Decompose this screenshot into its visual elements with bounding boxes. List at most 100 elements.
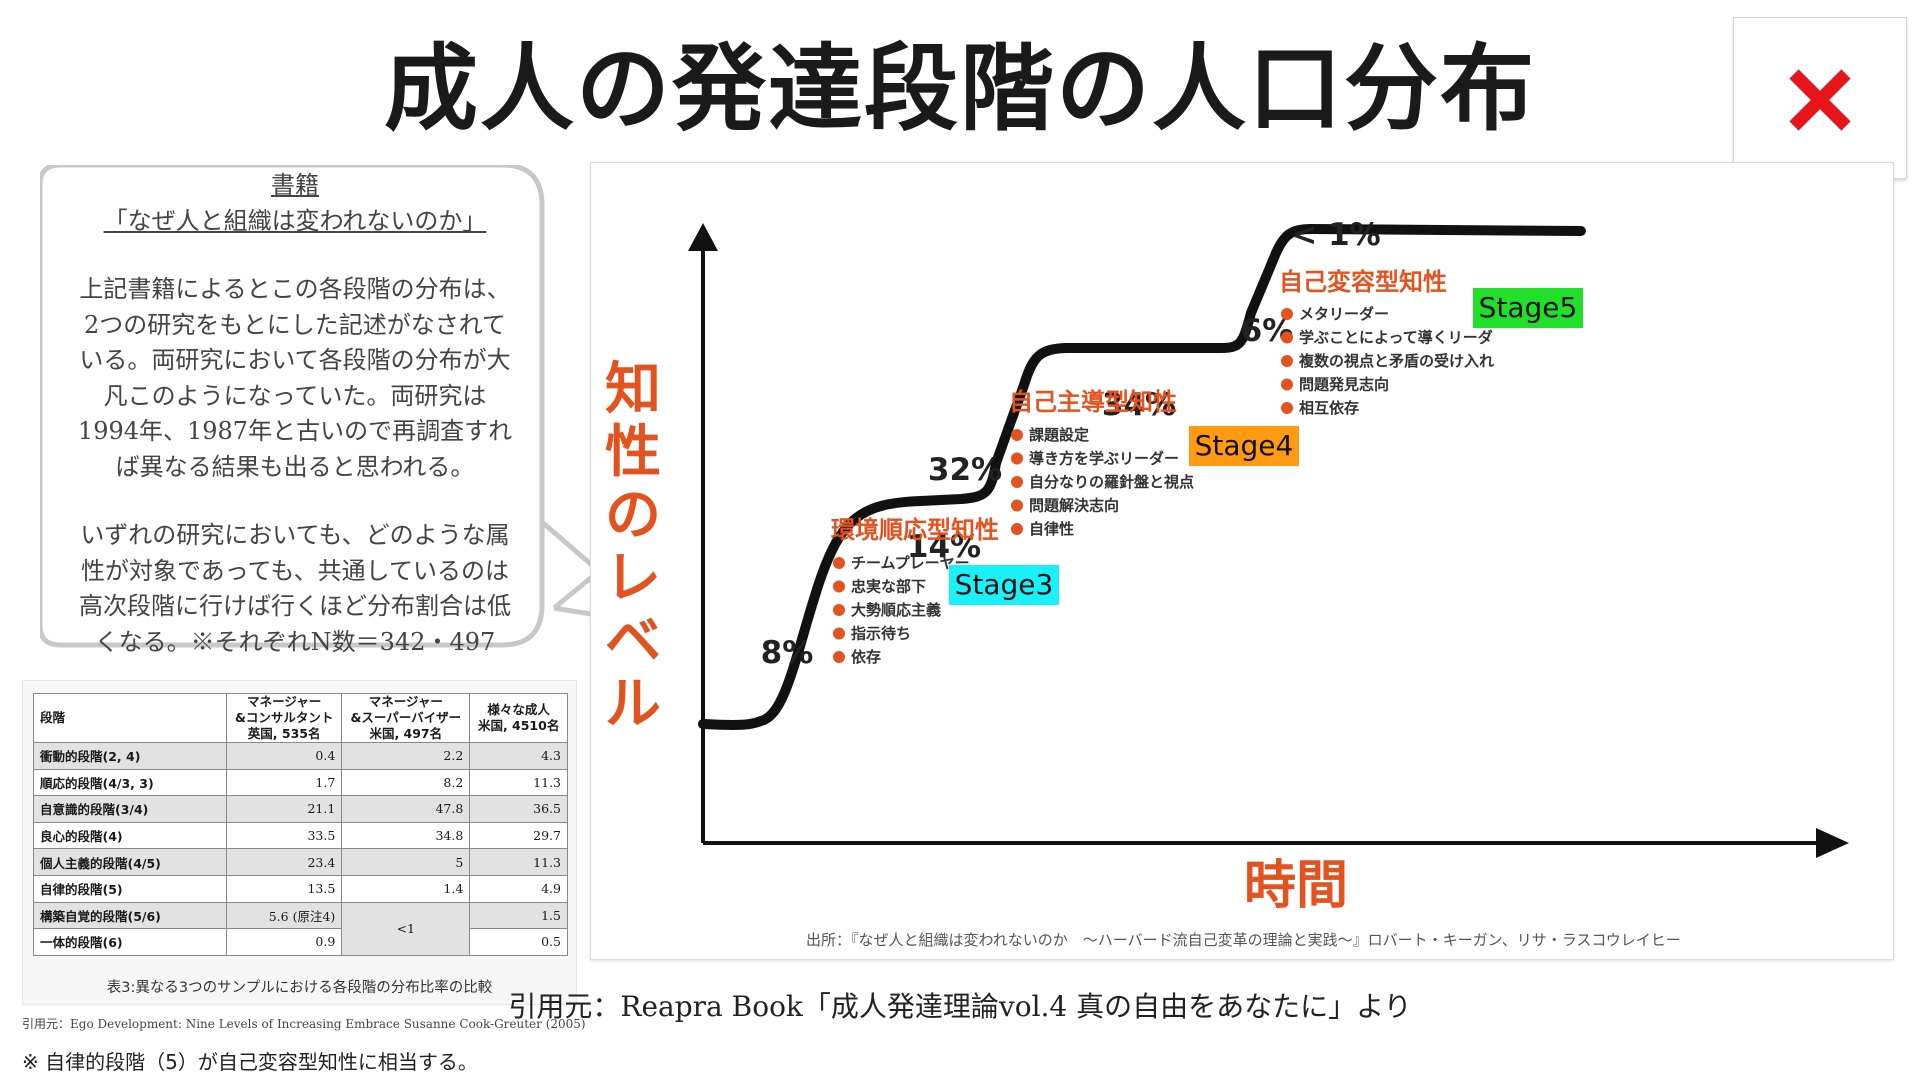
table-cell-us-adults: 1.5 (469, 901, 568, 930)
table-cell-us-adults: 4.9 (469, 874, 568, 903)
stage-item: 課題設定 (1029, 426, 1089, 444)
bullet-icon (833, 580, 845, 593)
percent-label: 32% (928, 452, 1002, 488)
y-axis-arrow (688, 223, 718, 251)
stage-item: 問題発見志向 (1299, 376, 1389, 394)
bubble-para1-line: 1994年、1987年と古いので再調査すれ (77, 417, 513, 445)
stage-badge-label: Stage3 (955, 568, 1054, 601)
stage-curve (698, 223, 1586, 730)
y-axis-label-char: ル (605, 672, 661, 737)
bubble-para2-line: 高次段階に行けば行くほど分布割合は低 (79, 592, 511, 620)
bullet-icon (1011, 452, 1023, 465)
x-axis-label: 時間 (1244, 856, 1348, 916)
table-cell-stage: 自律的段階(5) (33, 874, 227, 903)
table-cell-us-managers: 1.4 (341, 874, 471, 903)
y-axis-label-char: レ (605, 546, 661, 611)
stage-item: メタリーダー (1299, 305, 1389, 323)
table-row: 順応的段階(4/3, 3) 1.7 8.2 11.3 (33, 768, 568, 797)
stage-item: 自律性 (1029, 520, 1074, 538)
table-cell-uk: 13.5 (225, 874, 343, 903)
percent-label: 14% (907, 529, 981, 565)
table-cell-us-adults: 36.5 (469, 795, 568, 823)
bubble-text: 書籍 「なぜ人と組織は変われないのか」 上記書籍によるとこの各段階の分布は、 2つ… (48, 168, 542, 660)
table-header-uk: マネージャー &コンサルタント 英国, 535名 (225, 693, 343, 743)
table-cell-us-adults: 0.5 (469, 928, 568, 956)
bullet-icon (1011, 499, 1023, 512)
stage-item: 指示待ち (851, 625, 911, 643)
table-cell-us-managers: 47.8 (341, 795, 471, 823)
stage-badge (949, 565, 1059, 605)
stage-item: 相互依存 (1299, 399, 1359, 417)
table-cell-stage: 良心的段階(4) (33, 821, 227, 850)
stage-item: 問題解決志向 (1029, 497, 1119, 515)
close-x-icon (1789, 69, 1851, 131)
table-cell-stage: 衝動的段階(2, 4) (33, 742, 227, 770)
table-header-us-managers: マネージャー &スーパーバイザー 米国, 497名 (341, 693, 471, 743)
stage-item: チームプレーヤー (851, 554, 970, 572)
bubble-para2-line: 性が対象であっても、共通しているのは (81, 556, 509, 585)
close-button[interactable] (1733, 17, 1907, 179)
table-cell-uk: 23.4 (225, 848, 343, 876)
bullet-icon (1011, 523, 1023, 535)
bullet-icon (833, 651, 845, 663)
table-cell-stage: 順応的段階(4/3, 3) (33, 768, 227, 797)
footnote: ※ 自律的段階（5）が自己変容型知性に相当する。 (22, 1050, 478, 1074)
table-cell-us-adults: 29.7 (469, 821, 568, 850)
bubble-paragraph-2: いずれの研究においても、どのような属 性が対象であっても、共通しているのは 高次段階… (48, 518, 542, 660)
table-cell-us-adults: 4.3 (469, 742, 568, 770)
bullet-icon (1011, 429, 1023, 441)
stage-badge-label: Stage5 (1479, 291, 1578, 324)
stage-item: 導き方を学ぶリーダー (1029, 450, 1179, 468)
bubble-para1-line: 2つの研究をもとにした記述がなされて (83, 310, 507, 339)
bullet-icon (833, 604, 845, 616)
table-row: 自意識的段階(3/4) 21.1 47.8 36.5 (33, 795, 568, 823)
bullet-icon (833, 557, 845, 569)
bullet-icon (1281, 402, 1293, 414)
table-citation: 引用元：Ego Development: Nine Levels of Incr… (22, 1017, 586, 1031)
percent-label: < 1% (1291, 217, 1380, 253)
bubble-para1-line: いる。両研究において各段階の分布が大 (79, 346, 511, 374)
table-row: 自律的段階(5) 13.5 1.4 4.9 (33, 874, 568, 903)
percent-label: 8% (761, 635, 814, 671)
bullet-icon (1281, 378, 1293, 391)
page-title: 成人の発達段階の人口分布 (383, 35, 1536, 144)
table-row: 構築自覚的段階(5/6) 5.6 (原注4) <1 1.5 (33, 901, 568, 956)
table-cell-stage: 一体的段階(6) (33, 928, 227, 956)
y-axis-label-char: 性 (605, 420, 661, 485)
bullet-icon (833, 627, 845, 640)
table-cell-uk: 33.5 (225, 821, 343, 850)
x-axis-arrow (1816, 828, 1849, 858)
stage-item: 学ぶことによって導くリーダ (1299, 329, 1493, 347)
y-axis-label-char: 知 (605, 357, 661, 422)
stage-item: 依存 (851, 648, 881, 666)
table-cell-uk: 1.7 (225, 768, 343, 797)
table-cell-us-adults: 11.3 (469, 848, 568, 876)
table-cell-us-managers: <1 (341, 901, 471, 956)
book-title: 「なぜ人と組織は変われないのか」 (103, 206, 487, 235)
bullet-icon (1281, 331, 1293, 344)
percent-label: 34% (1102, 387, 1176, 423)
table-cell-uk: 0.9 (225, 928, 343, 956)
table-row: 良心的段階(4) 33.5 34.8 29.7 (33, 821, 568, 850)
bullet-icon (1281, 355, 1293, 367)
table-header-us-adults: 様々な成人 米国, 4510名 (469, 693, 568, 743)
bullet-icon (1281, 308, 1293, 320)
table-cell-us-adults: 11.3 (469, 768, 568, 797)
table-cell-us-managers: 5 (341, 848, 471, 876)
bubble-para2-line: いずれの研究においても、どのような属 (80, 521, 510, 549)
stage-item: 大勢順応主義 (851, 601, 941, 619)
table-row: 一体的段階(6) 0.9 0.5 (33, 928, 568, 956)
stage-item: 複数の視点と矛盾の受け入れ (1298, 352, 1494, 370)
stage-heading: 自己主導型知性 (1009, 388, 1177, 416)
table-caption: 表3:異なる3つのサンプルにおける各段階の分布比率の比較 (106, 980, 493, 996)
bubble-para1-line: 凡このようになっていた。両研究は (103, 381, 487, 410)
table-cell-stage: 自意識的段階(3/4) (33, 795, 227, 823)
table-cell-uk: 21.1 (225, 795, 343, 823)
table-figure: 段階 マネージャー &コンサルタント 英国, 535名 マネージャー &スーパーバイザ… (22, 680, 577, 1005)
stage-badge-label: Stage4 (1195, 429, 1294, 462)
speech-bubble (40, 165, 545, 648)
bubble-paragraph-1: 上記書籍によるとこの各段階の分布は、 2つの研究をもとにした記述がなされて いる。両… (48, 272, 542, 485)
bullet-icon (1011, 476, 1023, 488)
table-cell-uk: 5.6 (原注4) (225, 901, 343, 930)
